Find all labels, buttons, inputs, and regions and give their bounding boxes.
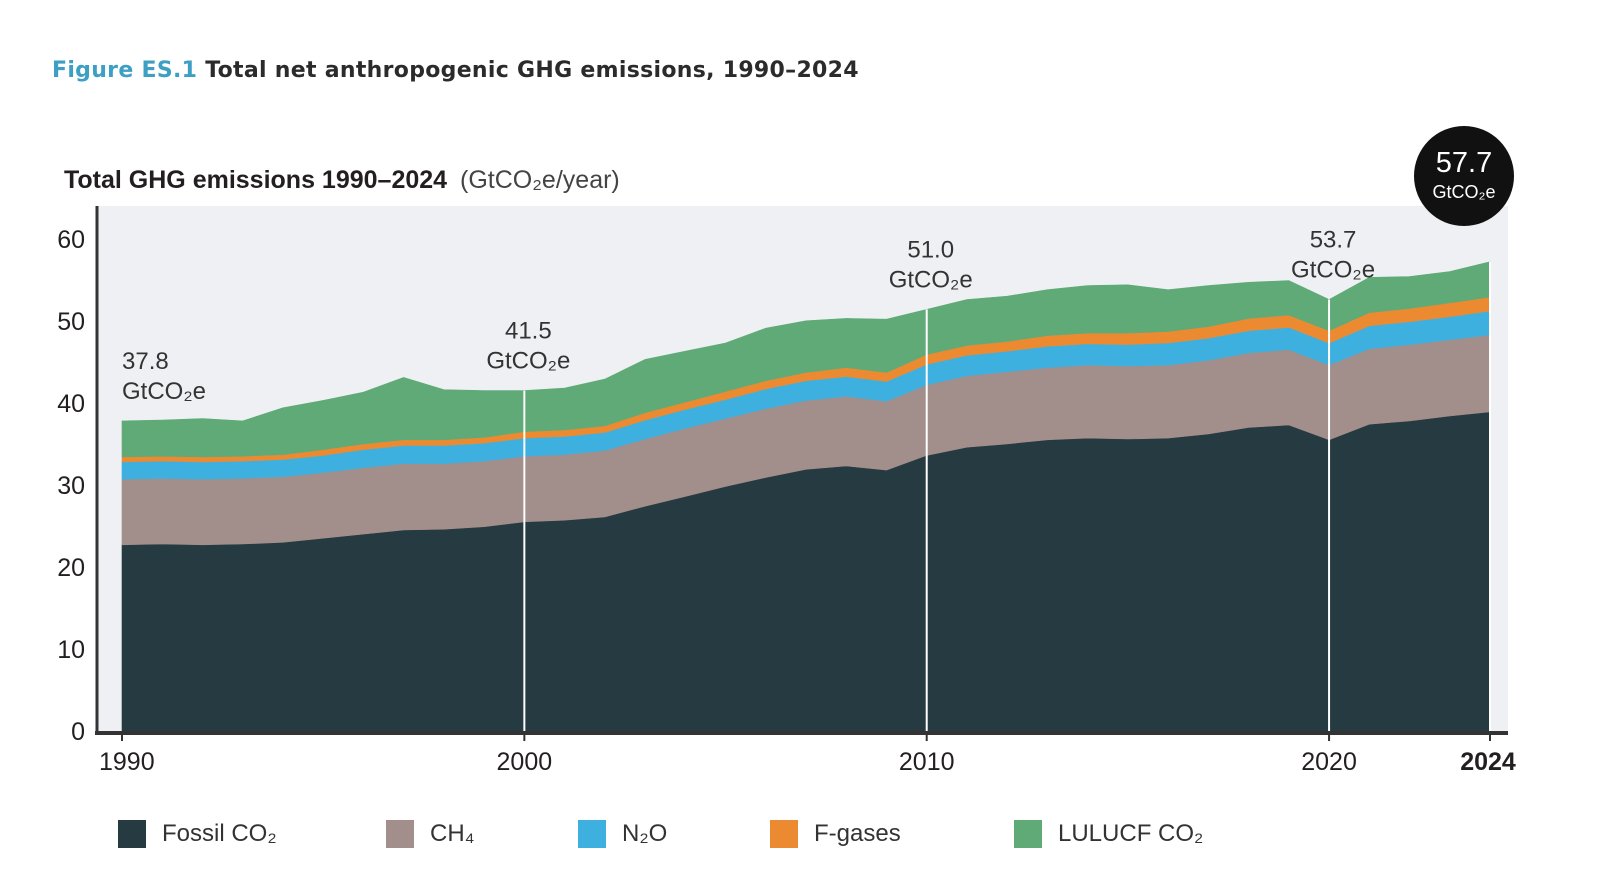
legend-swatch — [1014, 820, 1042, 848]
legend-item: N₂O — [578, 820, 667, 848]
legend-label: F-gases — [814, 820, 901, 847]
legend-label: Fossil CO₂ — [162, 820, 277, 847]
legend-item: Fossil CO₂ — [118, 820, 277, 848]
annotation-value: 37.8 — [122, 348, 169, 375]
axis-layer: 0 10 20 30 40 50 60 1990 2000 2010 2020 2024 — [57, 206, 1516, 776]
chart-title-main: Total GHG emissions 1990–2024 — [64, 166, 447, 194]
total-2024-badge — [1414, 126, 1514, 226]
legend-swatch — [118, 820, 146, 848]
legend-item: LULUCF CO₂ — [1014, 820, 1203, 848]
annotation-value: 51.0 — [907, 236, 954, 263]
y-tick-label: 40 — [57, 390, 85, 418]
legend-label: CH₄ — [430, 820, 475, 847]
annotation-layer: 37.8 GtCO₂e 41.5 GtCO₂e 51.0 GtCO₂e 53.7 GtCO₂e… — [122, 126, 1514, 405]
y-tick-label: 30 — [57, 472, 85, 500]
figure-title: Figure ES.1 Total net anthropogenic GHG … — [52, 58, 859, 83]
y-tick-label: 10 — [57, 636, 85, 664]
legend-swatch — [770, 820, 798, 848]
x-tick-label: 1990 — [99, 748, 155, 776]
x-tick-label: 2024 — [1460, 748, 1516, 776]
legend-item: CH₄ — [386, 820, 474, 848]
y-tick-label: 50 — [57, 308, 85, 336]
y-tick-label: 60 — [57, 226, 85, 254]
annotation-unit: GtCO₂e — [889, 266, 973, 293]
annotation-unit: GtCO₂e — [122, 378, 206, 405]
legend-swatch — [386, 820, 414, 848]
chart-title: Total GHG emissions 1990–2024 (GtCO₂e/ye… — [64, 166, 620, 194]
annotation-value: 53.7 — [1310, 227, 1357, 254]
legend-label: LULUCF CO₂ — [1058, 820, 1204, 847]
y-tick-label: 0 — [71, 718, 85, 746]
annotation-unit: GtCO₂e — [1433, 182, 1496, 202]
figure-caption: Total net anthropogenic GHG emissions, 1… — [205, 58, 859, 83]
x-tick-label: 2010 — [899, 748, 955, 776]
legend-item: F-gases — [770, 820, 901, 848]
area-series-layer — [121, 261, 1491, 732]
annotation-unit: GtCO₂e — [486, 348, 570, 375]
y-tick-label: 20 — [57, 554, 85, 582]
chart-title-unit: (GtCO₂e/year) — [460, 166, 620, 194]
year-marker-layer — [523, 261, 1491, 731]
x-tick-label: 2020 — [1301, 748, 1357, 776]
figure-number: Figure ES.1 — [52, 58, 198, 83]
x-tick-label: 2000 — [497, 748, 553, 776]
legend-swatch — [578, 820, 606, 848]
legend-label: N₂O — [622, 820, 668, 847]
annotation-value: 57.7 — [1436, 147, 1492, 179]
annotation-value: 41.5 — [505, 318, 552, 345]
annotation-unit: GtCO₂e — [1291, 257, 1375, 284]
